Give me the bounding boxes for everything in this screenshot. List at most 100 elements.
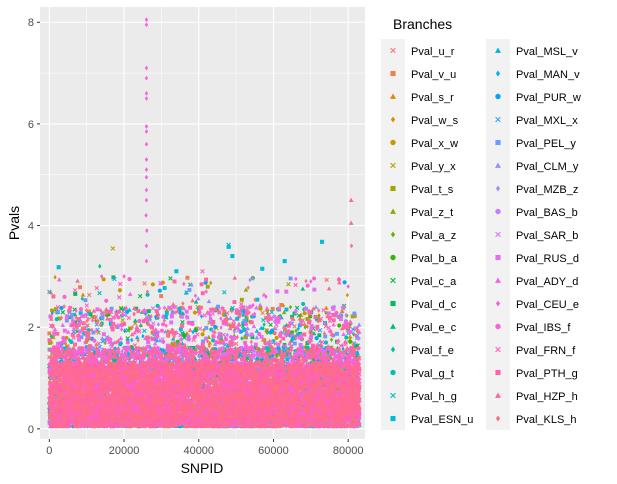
data-point bbox=[243, 335, 248, 340]
data-point bbox=[53, 274, 57, 280]
data-point bbox=[228, 315, 233, 320]
data-point bbox=[185, 315, 190, 320]
data-point bbox=[201, 339, 206, 344]
data-point bbox=[250, 276, 255, 281]
data-point bbox=[341, 346, 345, 352]
data-point bbox=[62, 328, 67, 333]
data-point bbox=[150, 282, 155, 287]
data-point bbox=[199, 314, 204, 319]
data-point bbox=[261, 317, 266, 323]
data-point bbox=[297, 331, 302, 336]
data-point bbox=[80, 296, 84, 302]
data-point bbox=[243, 287, 249, 292]
data-point bbox=[276, 342, 281, 347]
data-point bbox=[142, 281, 147, 286]
data-point bbox=[241, 321, 246, 326]
data-point bbox=[288, 355, 293, 360]
data-point bbox=[296, 326, 300, 331]
data-point bbox=[288, 304, 293, 310]
data-point bbox=[325, 351, 330, 356]
data-point bbox=[251, 353, 256, 358]
scatter-points bbox=[47, 17, 362, 429]
data-point bbox=[323, 334, 328, 339]
data-point bbox=[167, 305, 172, 310]
data-point bbox=[171, 304, 176, 309]
data-point bbox=[232, 335, 237, 340]
data-point bbox=[205, 284, 210, 289]
data-point bbox=[238, 329, 243, 334]
data-point bbox=[254, 328, 260, 333]
data-point bbox=[108, 317, 113, 322]
data-point bbox=[197, 354, 201, 360]
data-point bbox=[274, 335, 279, 341]
data-point bbox=[277, 306, 282, 311]
data-point bbox=[79, 335, 84, 340]
data-point bbox=[77, 329, 82, 334]
data-point bbox=[242, 318, 247, 323]
data-point bbox=[101, 277, 106, 282]
data-point bbox=[100, 315, 105, 320]
data-point bbox=[300, 353, 305, 358]
data-point bbox=[263, 346, 268, 351]
data-point bbox=[115, 325, 120, 330]
data-point bbox=[335, 331, 339, 336]
data-point bbox=[162, 286, 167, 290]
data-point bbox=[269, 309, 275, 315]
data-point bbox=[113, 359, 118, 364]
data-point bbox=[326, 358, 330, 363]
data-point bbox=[120, 317, 125, 323]
data-point bbox=[270, 339, 275, 345]
data-point bbox=[210, 328, 215, 334]
data-point bbox=[349, 358, 354, 363]
data-point bbox=[301, 301, 306, 307]
data-point bbox=[152, 332, 157, 337]
data-point bbox=[69, 339, 74, 345]
data-point bbox=[344, 312, 348, 318]
data-point bbox=[288, 276, 293, 281]
data-point bbox=[339, 308, 345, 314]
data-point bbox=[272, 314, 277, 319]
data-point bbox=[124, 312, 128, 318]
data-point bbox=[300, 286, 306, 291]
data-point bbox=[80, 314, 85, 319]
data-point bbox=[65, 329, 71, 334]
data-point bbox=[309, 326, 314, 331]
data-point bbox=[298, 342, 303, 347]
data-point bbox=[244, 344, 248, 349]
data-point bbox=[49, 334, 53, 339]
data-point bbox=[193, 299, 199, 304]
data-point bbox=[317, 328, 323, 333]
data-point bbox=[242, 304, 246, 310]
data-point bbox=[64, 335, 69, 341]
data-point bbox=[326, 311, 331, 316]
data-point bbox=[281, 309, 287, 315]
data-point bbox=[163, 329, 168, 334]
data-point bbox=[193, 348, 198, 353]
data-point bbox=[145, 335, 150, 340]
data-point bbox=[268, 322, 273, 328]
data-point bbox=[192, 310, 198, 315]
data-point bbox=[187, 288, 192, 292]
data-point bbox=[265, 349, 269, 355]
data-point bbox=[261, 325, 265, 331]
data-point bbox=[342, 280, 347, 285]
data-point bbox=[276, 346, 281, 351]
data-point bbox=[246, 349, 251, 353]
data-point bbox=[329, 337, 334, 343]
data-point bbox=[290, 338, 294, 343]
data-point bbox=[288, 321, 293, 326]
data-point bbox=[71, 319, 76, 324]
data-point bbox=[345, 292, 350, 298]
data-point bbox=[180, 310, 186, 316]
data-point bbox=[47, 331, 52, 336]
data-point bbox=[78, 285, 82, 290]
data-point bbox=[54, 317, 59, 322]
data-point bbox=[305, 317, 310, 321]
data-point bbox=[293, 310, 299, 315]
data-point bbox=[150, 306, 156, 311]
data-point bbox=[165, 343, 170, 348]
data-point bbox=[225, 332, 229, 338]
data-point bbox=[134, 335, 140, 340]
data-point bbox=[185, 275, 190, 280]
data-point bbox=[70, 315, 74, 321]
